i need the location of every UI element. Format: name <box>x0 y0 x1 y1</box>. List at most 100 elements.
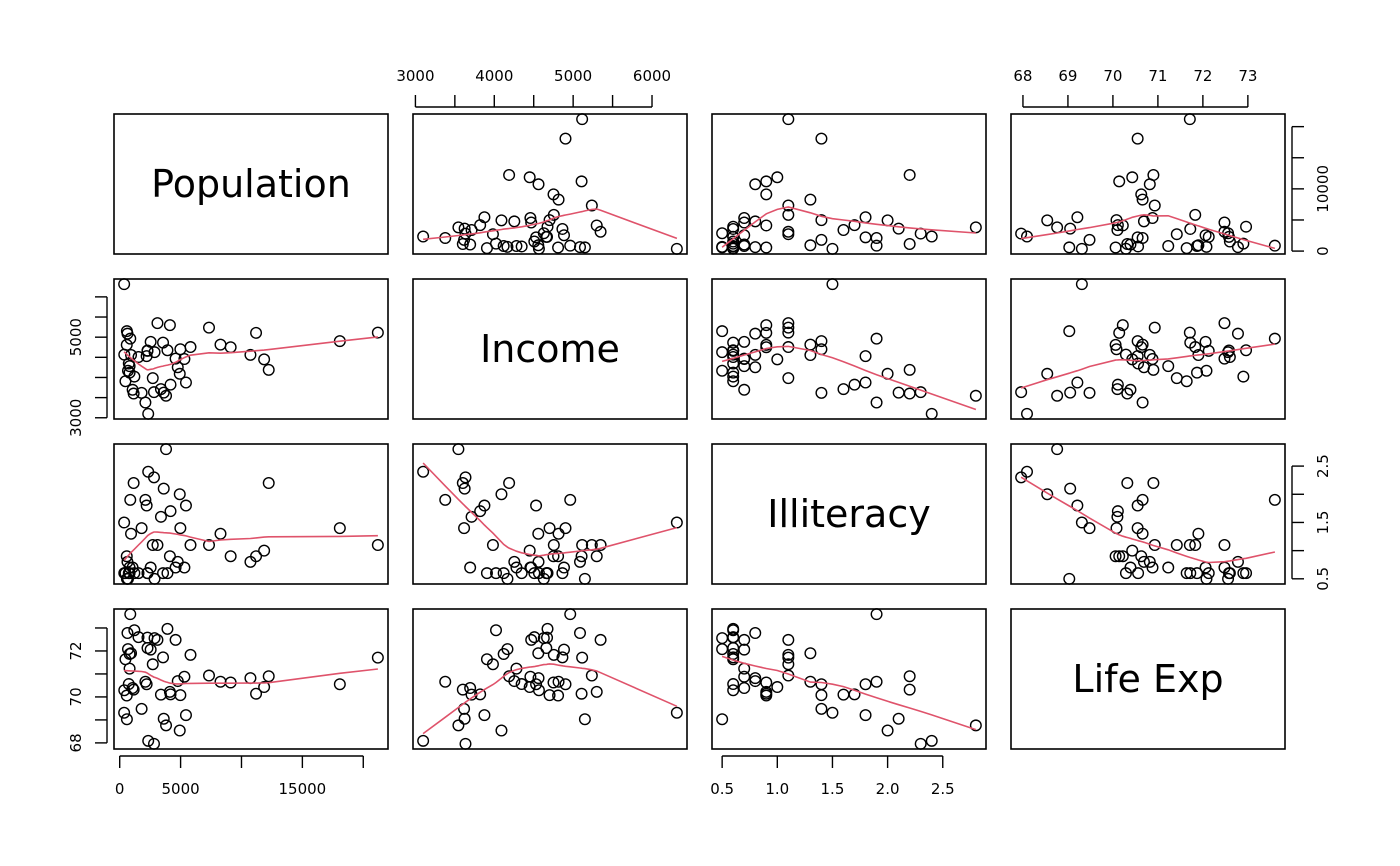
data-point <box>1116 550 1129 563</box>
smoother-line <box>721 655 977 731</box>
y-axis-right-illiteracy: 0.5 1.5 2.5 <box>1291 454 1332 591</box>
data-point <box>771 171 784 184</box>
data-point <box>1071 376 1084 389</box>
tick-label: 68 <box>1013 67 1032 85</box>
data-point <box>903 670 916 683</box>
data-point <box>146 658 159 671</box>
data-point <box>540 230 553 243</box>
data-point <box>1218 538 1231 551</box>
data-point <box>523 544 536 557</box>
tick-label: 3000 <box>67 399 85 437</box>
data-point <box>127 683 140 696</box>
data-point <box>859 350 872 363</box>
data-point <box>503 168 516 181</box>
data-point <box>670 706 683 719</box>
data-point <box>173 367 186 380</box>
tick-label: 4000 <box>475 67 513 85</box>
data-point <box>1121 387 1134 400</box>
data-point <box>1183 113 1196 126</box>
tick-label: 6000 <box>633 67 671 85</box>
panel-frame <box>1010 278 1286 420</box>
data-point <box>760 685 773 698</box>
tick-label: 5000 <box>554 67 592 85</box>
data-point <box>727 222 740 235</box>
data-point <box>925 230 938 243</box>
data-point <box>532 567 545 580</box>
panel-frame <box>412 608 688 750</box>
data-point <box>119 375 132 388</box>
x-axis-top-life-exp: 68 69 70 71 72 73 <box>1013 67 1257 108</box>
data-point <box>439 493 452 506</box>
data-point <box>559 678 572 691</box>
data-point <box>925 734 938 747</box>
data-point <box>1183 326 1196 339</box>
data-point <box>480 653 493 666</box>
data-point <box>532 647 545 660</box>
data-point <box>532 178 545 191</box>
panel-population-vs-population: Population <box>113 113 389 255</box>
data-point <box>474 688 487 701</box>
tick-label: 1.5 <box>821 780 845 798</box>
data-point <box>1020 407 1033 420</box>
data-point <box>148 346 161 359</box>
data-point <box>161 567 174 580</box>
data-point <box>157 482 170 495</box>
panel-frame <box>113 278 389 420</box>
data-point <box>151 317 164 330</box>
data-point <box>501 240 514 253</box>
data-point <box>716 364 729 377</box>
data-point <box>969 719 982 732</box>
data-point <box>590 685 603 698</box>
data-point <box>914 737 927 750</box>
data-point <box>903 683 916 696</box>
data-point <box>547 188 560 201</box>
data-point <box>1063 572 1076 585</box>
tick-label: 0 <box>115 780 125 798</box>
data-point <box>837 688 850 701</box>
data-point <box>459 737 472 750</box>
panel-frame <box>412 443 688 585</box>
data-point <box>859 211 872 224</box>
data-point <box>738 216 751 229</box>
data-point <box>184 341 197 354</box>
data-point <box>585 199 598 212</box>
data-point <box>881 214 894 227</box>
data-point <box>163 550 176 563</box>
data-point <box>738 360 751 373</box>
data-point <box>495 724 508 737</box>
data-point <box>1015 386 1028 399</box>
data-point <box>848 378 861 391</box>
smoother-line <box>721 345 977 411</box>
tick-label: 2.5 <box>1314 454 1332 478</box>
data-point <box>148 632 161 645</box>
data-point <box>1180 242 1193 255</box>
tick-label: 0.5 <box>710 780 734 798</box>
data-point <box>738 212 751 225</box>
data-point <box>333 522 346 535</box>
data-point <box>179 499 192 512</box>
data-point <box>1237 567 1250 580</box>
data-point <box>1110 214 1123 227</box>
data-point <box>804 239 817 252</box>
panel-frame <box>711 113 987 255</box>
data-point <box>815 678 828 691</box>
data-point <box>574 627 587 640</box>
data-point <box>1131 231 1144 244</box>
data-point <box>214 527 227 540</box>
data-point <box>371 326 384 339</box>
data-point <box>1064 222 1077 235</box>
data-point <box>859 678 872 691</box>
data-point <box>1041 367 1054 380</box>
panel-population-vs-life-exp <box>1010 113 1286 255</box>
data-point <box>771 353 784 366</box>
diagonal-label: Life Exp <box>1072 657 1223 701</box>
data-point <box>1131 522 1144 535</box>
tick-label: 1.0 <box>765 780 789 798</box>
data-point <box>815 214 828 227</box>
data-point <box>157 567 170 580</box>
data-point <box>870 239 883 252</box>
data-point <box>543 214 556 227</box>
data-point <box>160 389 173 402</box>
data-point <box>147 737 160 750</box>
data-point <box>727 344 740 357</box>
